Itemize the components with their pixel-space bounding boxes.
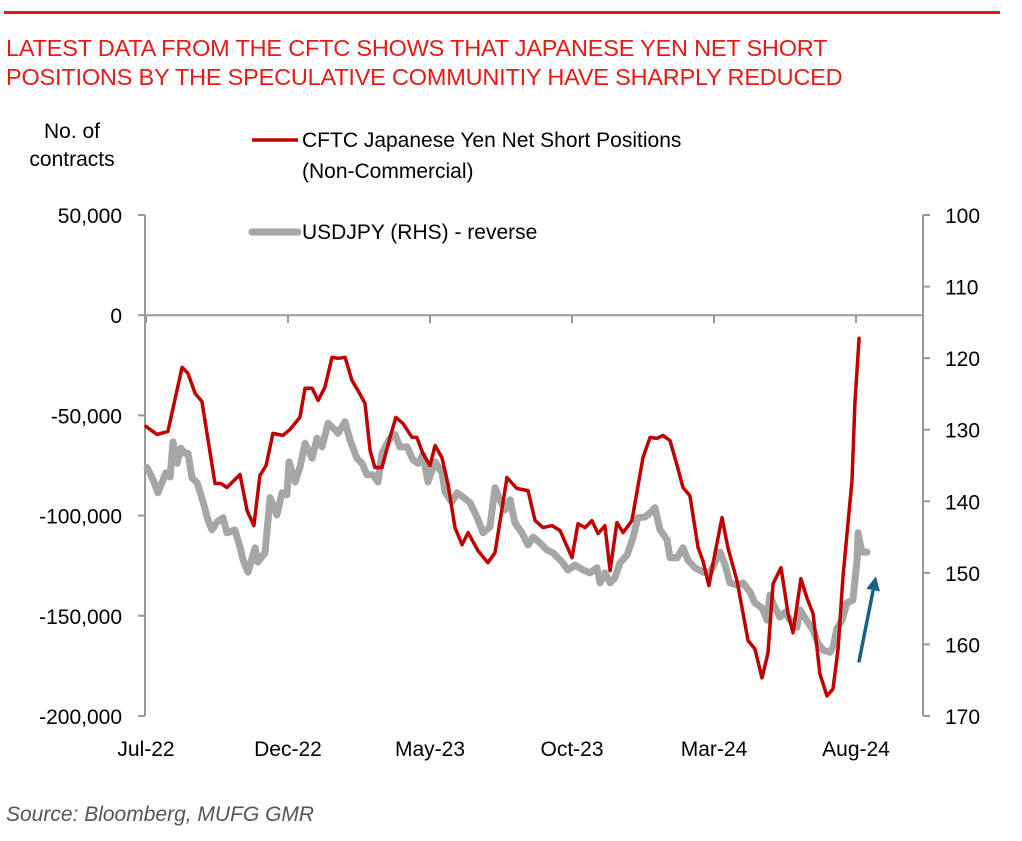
y2-tick-label: 160 — [945, 634, 980, 657]
x-tick-label: Mar-24 — [681, 738, 748, 761]
top-rule — [4, 11, 1000, 14]
y-axis-title-line-1: No. of — [43, 120, 101, 143]
x-tick-label: Jul-22 — [117, 738, 174, 761]
chart-title-line-1: LATEST DATA FROM THE CFTC SHOWS THAT JAP… — [6, 35, 828, 61]
y-axis-title: No. of contracts — [14, 118, 130, 174]
y-tick-label: -50,000 — [51, 405, 122, 428]
y-tick-label: 0 — [110, 305, 122, 328]
series-layer — [143, 336, 871, 698]
annotation-arrow-shaft — [857, 589, 875, 663]
y2-tick-label: 100 — [945, 205, 980, 228]
legend: CFTC Japanese Yen Net Short Positions (N… — [248, 129, 681, 244]
y-tick-label: -100,000 — [39, 506, 122, 529]
y2-tick-label: 170 — [945, 706, 980, 729]
legend-label-cftc-line-1: CFTC Japanese Yen Net Short Positions — [302, 129, 681, 152]
series-line-cftc-net-short — [144, 336, 861, 698]
y-tick-label: 50,000 — [58, 205, 122, 228]
chart-title: LATEST DATA FROM THE CFTC SHOWS THAT JAP… — [6, 34, 1006, 92]
y-tick-label: -200,000 — [39, 706, 122, 729]
annotation-layer — [857, 576, 880, 663]
annotation-arrow-head-icon — [866, 576, 880, 592]
y-axis-title-line-2: contracts — [29, 148, 115, 171]
legend-label-usdjpy: USDJPY (RHS) - reverse — [302, 221, 537, 244]
x-tick-label: May-23 — [395, 738, 465, 761]
y2-tick-label: 130 — [945, 420, 980, 443]
x-tick-label: Oct-23 — [540, 738, 603, 761]
y2-tick-label: 110 — [945, 277, 978, 300]
y2-tick-label: 150 — [945, 563, 980, 586]
series-line-usdjpy — [143, 418, 871, 656]
legend-label-cftc-line-2: (Non-Commercial) — [302, 160, 474, 183]
axes: 50,000 0 -50,000 -100,000 -150,000 -200,000 10… — [39, 205, 980, 761]
source-note: Source: Bloomberg, MUFG GMR — [6, 803, 315, 826]
y2-tick-label: 140 — [945, 491, 980, 514]
y-tick-label: -150,000 — [39, 606, 122, 629]
x-tick-label: Aug-24 — [822, 738, 890, 761]
x-tick-label: Dec-22 — [254, 738, 322, 761]
y2-tick-label: 120 — [945, 348, 980, 371]
chart-title-line-2: POSITIONS BY THE SPECULATIVE COMMUNITIY … — [6, 64, 843, 90]
